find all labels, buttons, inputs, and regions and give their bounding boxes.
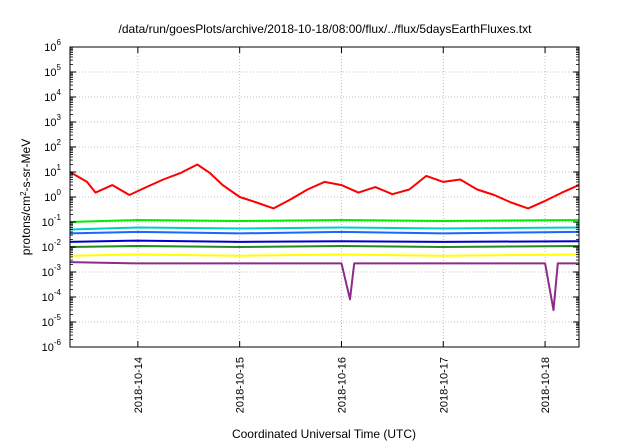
y-tick-label: 101 xyxy=(44,163,61,179)
y-tick-label: 106 xyxy=(44,38,61,54)
x-tick-label: 2018-10-17 xyxy=(438,357,450,413)
x-tick-label: 2018-10-14 xyxy=(133,357,145,413)
y-tick-label: 10-3 xyxy=(42,263,62,279)
y-tick-label: 10-6 xyxy=(42,338,62,354)
series-layer xyxy=(69,163,580,312)
y-tick-label: 10-2 xyxy=(42,238,62,254)
y-tick-label-base: 10 xyxy=(42,342,54,354)
x-tick-label: 2018-10-18 xyxy=(540,357,552,413)
y-tick-label-exponent: -5 xyxy=(54,313,62,322)
y-tick-label-base: 10 xyxy=(42,267,54,279)
x-axis-label: Coordinated Universal Time (UTC) xyxy=(232,427,416,441)
series-line-4 xyxy=(69,230,580,235)
y-tick-label-exponent: -2 xyxy=(54,238,62,247)
series-line-6 xyxy=(69,245,580,248)
x-axis-ticks: 2018-10-14 2018-10-15 2018-10-16 2018-10-17… xyxy=(133,47,552,413)
x-tick-label: 2018-10-15 xyxy=(235,357,247,413)
y-tick-label-exponent: 3 xyxy=(57,113,62,122)
y-tick-label-base: 10 xyxy=(44,67,56,79)
y-tick-label-base: 10 xyxy=(42,317,54,329)
series-line-3 xyxy=(69,226,580,231)
y-tick-label-exponent: -3 xyxy=(54,263,62,272)
y-tick-label: 105 xyxy=(44,63,61,79)
y-tick-label-base: 10 xyxy=(42,242,54,254)
y-tick-label-exponent: 2 xyxy=(57,138,62,147)
y-tick-label-exponent: 6 xyxy=(57,38,62,47)
y-tick-label-exponent: 1 xyxy=(57,163,62,172)
x-tick-label: 2018-10-16 xyxy=(336,357,348,413)
y-axis-label-suffix: -s-sr-MeV xyxy=(19,139,33,192)
y-tick-label: 102 xyxy=(44,138,61,154)
y-tick-label-base: 10 xyxy=(44,142,56,154)
y-tick-label-exponent: 5 xyxy=(57,63,62,72)
y-axis-label-superscript: 2 xyxy=(19,191,28,196)
series-line-8 xyxy=(69,261,579,312)
y-tick-label-base: 10 xyxy=(44,167,56,179)
y-tick-label-exponent: -1 xyxy=(54,213,62,222)
y-tick-label-base: 10 xyxy=(44,117,56,129)
y-axis-label-prefix: protons/cm xyxy=(19,196,33,255)
y-tick-label-base: 10 xyxy=(44,192,56,204)
grid xyxy=(70,47,579,347)
y-tick-label-base: 10 xyxy=(42,292,54,304)
y-tick-label: 103 xyxy=(44,113,61,129)
y-tick-label-exponent: 4 xyxy=(57,88,62,97)
y-tick-label-exponent: -4 xyxy=(54,288,62,297)
y-tick-label-base: 10 xyxy=(44,92,56,104)
series-line-7 xyxy=(69,253,580,257)
chart-title: /data/run/goesPlots/archive/2018-10-18/0… xyxy=(119,22,533,36)
series-line-1 xyxy=(69,163,580,210)
series-line-2 xyxy=(69,219,580,223)
y-tick-label: 104 xyxy=(44,88,61,104)
y-tick-label: 10-5 xyxy=(42,313,62,329)
y-axis-label: protons/cm2-s-sr-MeV xyxy=(19,139,34,255)
y-tick-label-exponent: 0 xyxy=(57,188,62,197)
y-axis-ticks: 10-610-510-410-310-210-11001011021031041… xyxy=(42,38,579,354)
y-tick-label: 100 xyxy=(44,188,61,204)
y-tick-label-base: 10 xyxy=(42,217,54,229)
series-line-5 xyxy=(69,239,580,243)
y-tick-label-exponent: -6 xyxy=(54,338,62,347)
y-tick-label: 10-4 xyxy=(42,288,62,304)
y-tick-label-base: 10 xyxy=(44,42,56,54)
y-tick-label: 10-1 xyxy=(42,213,62,229)
